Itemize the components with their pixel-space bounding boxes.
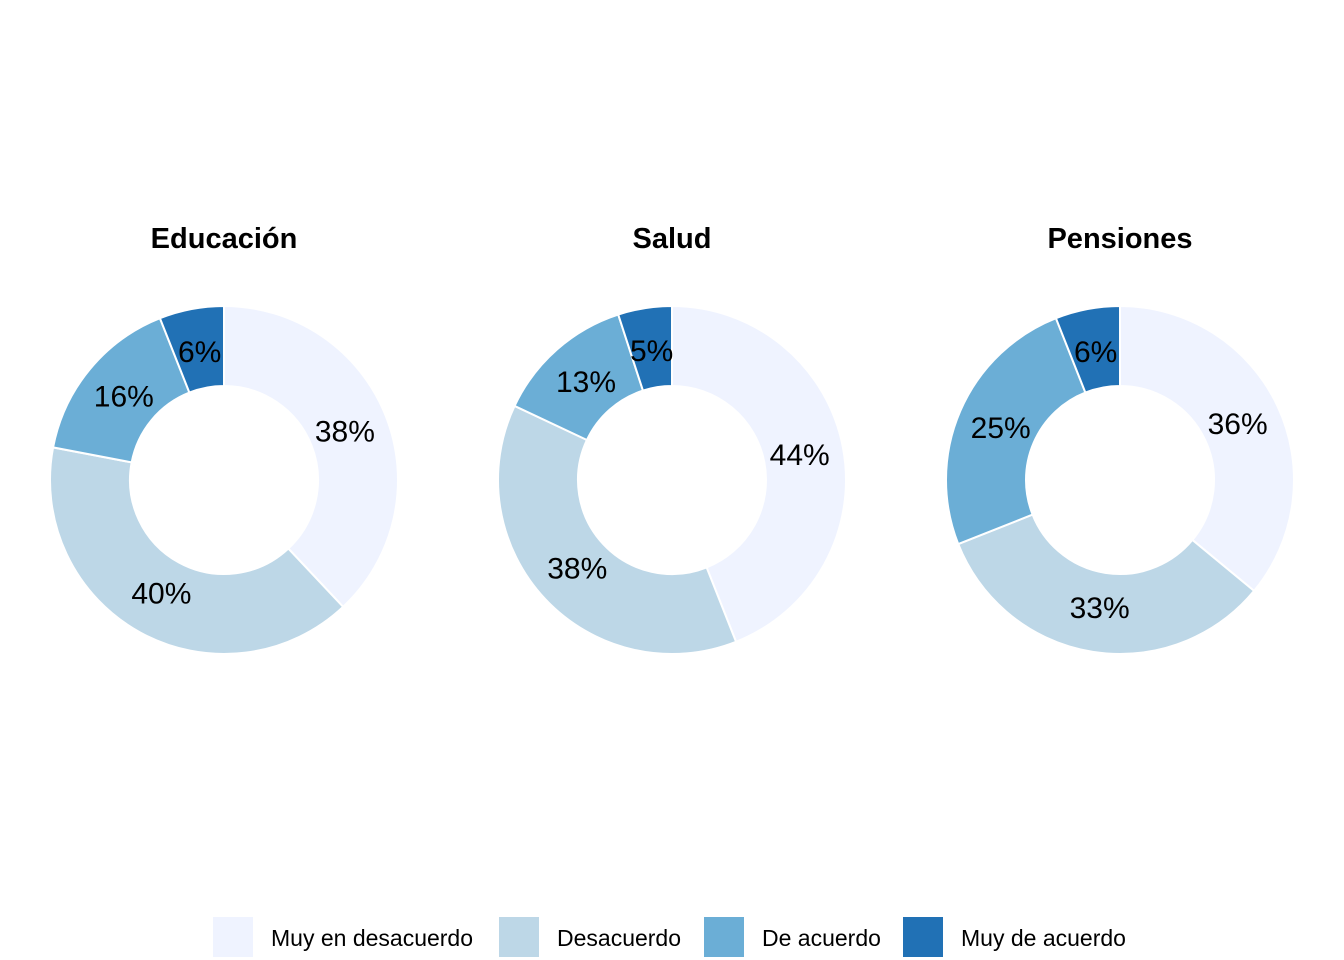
donut-slice — [49, 446, 345, 655]
chart-title: Pensiones — [1047, 223, 1192, 255]
chart-title: Educación — [151, 223, 298, 255]
legend-swatch — [704, 917, 744, 957]
donut-slice — [223, 304, 399, 609]
legend-swatch — [903, 917, 943, 957]
legend-item: Desacuerdo — [499, 917, 681, 957]
donut-chart: Educación 38% 40% 16% 6% — [49, 223, 399, 655]
legend-swatch — [213, 917, 253, 957]
slice-label: 44% — [770, 439, 830, 472]
facets: Educación 38% 40% 16% 6% Salud 44% 38% 13% 5% Pens… — [49, 223, 1296, 656]
donut-slice — [956, 513, 1256, 656]
donut-slice — [671, 304, 847, 644]
legend-swatch — [499, 917, 539, 957]
donut-chart: Salud 44% 38% 13% 5% — [497, 223, 847, 655]
donut-slice — [497, 404, 738, 655]
slice-label: 33% — [1070, 592, 1130, 625]
slice-label: 38% — [547, 552, 607, 585]
slice-label: 5% — [630, 335, 673, 368]
legend-label: Muy de acuerdo — [961, 925, 1126, 951]
legend-label: Muy en desacuerdo — [271, 925, 473, 951]
donut-slice — [616, 304, 673, 392]
slice-label: 38% — [315, 416, 375, 449]
legend-label: De acuerdo — [762, 925, 881, 951]
slice-label: 16% — [94, 381, 154, 414]
legend-item: Muy de acuerdo — [903, 917, 1126, 957]
chart-title: Salud — [633, 223, 712, 255]
donut-slice — [158, 304, 225, 394]
legend-item: Muy en desacuerdo — [213, 917, 473, 957]
donut-chart: Pensiones 36% 33% 25% 6% — [945, 223, 1296, 656]
legend: Muy en desacuerdo Desacuerdo De acuerdo Muy… — [213, 917, 1126, 957]
slice-label: 36% — [1208, 408, 1268, 441]
donut-slice — [1054, 304, 1121, 394]
slice-label: 25% — [971, 412, 1031, 445]
slice-label: 13% — [556, 366, 616, 399]
legend-item: De acuerdo — [704, 917, 881, 957]
slice-label: 6% — [178, 336, 221, 369]
legend-label: Desacuerdo — [557, 925, 681, 951]
slice-label: 40% — [131, 577, 191, 610]
slice-label: 6% — [1074, 336, 1117, 369]
donut-slice — [1119, 304, 1296, 593]
donut-slice — [945, 316, 1087, 546]
